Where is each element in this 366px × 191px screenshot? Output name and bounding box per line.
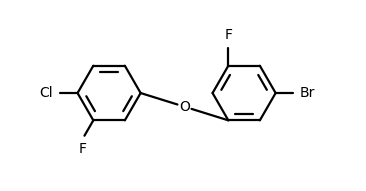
Text: O: O: [179, 100, 190, 114]
Text: Cl: Cl: [39, 86, 53, 100]
Text: Br: Br: [299, 86, 315, 100]
Text: F: F: [224, 28, 232, 42]
Text: F: F: [78, 142, 86, 156]
